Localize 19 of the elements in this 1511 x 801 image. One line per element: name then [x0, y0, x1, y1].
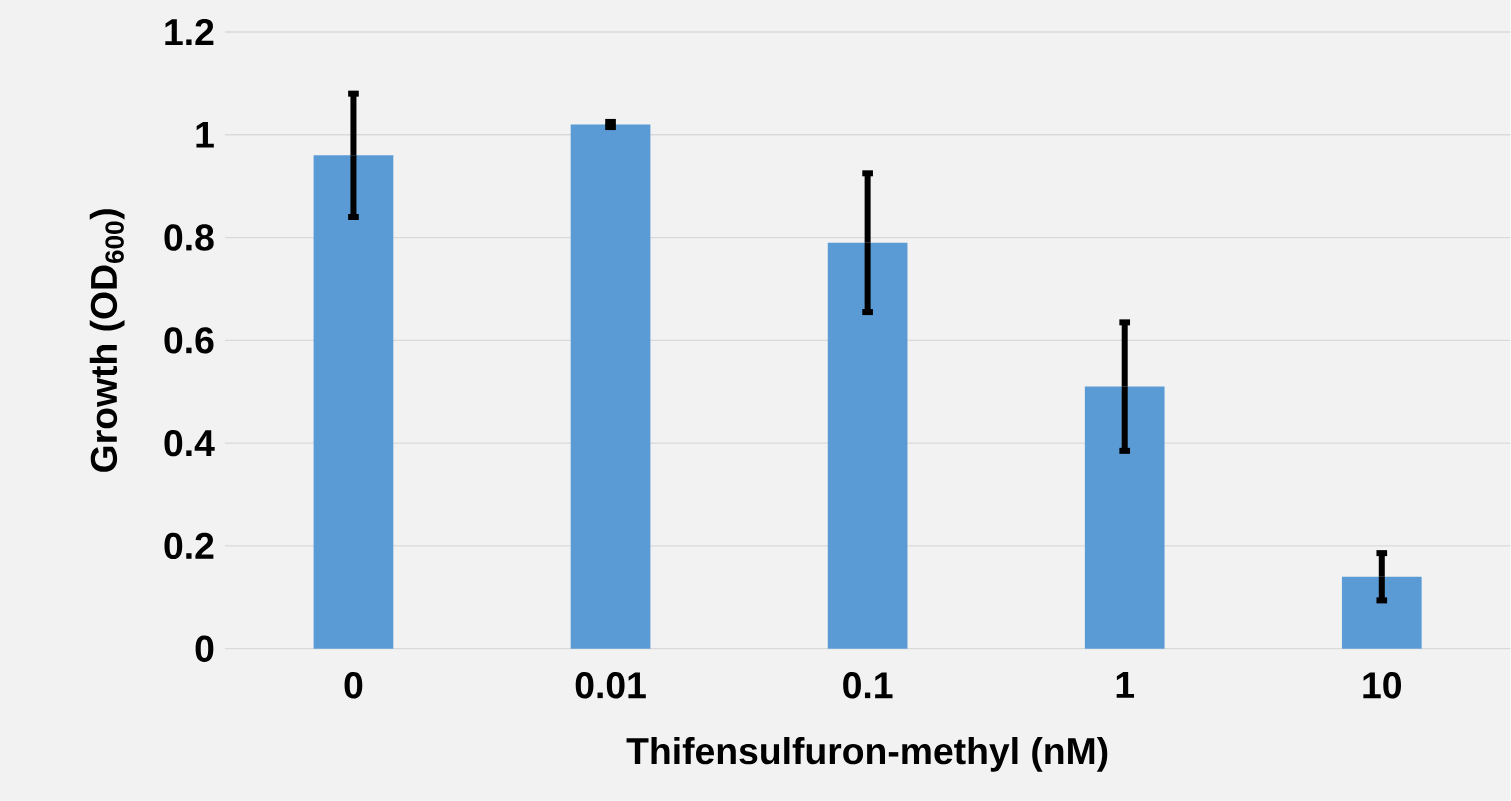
x-tick-label: 0.01	[575, 672, 646, 699]
y-tick-label: 0.4	[164, 430, 215, 457]
y-tick-label: 0	[195, 635, 214, 663]
x-tick-label: 0.1	[843, 672, 893, 699]
y-tick-label: 0.2	[164, 532, 214, 560]
x-tick-label: 10	[1363, 672, 1402, 699]
y-tick-label: 1.2	[165, 19, 214, 46]
y-tick-label: 1	[196, 122, 214, 148]
bar	[1084, 386, 1165, 649]
x-axis-title: Thifensulfuron-methyl (nM)	[626, 737, 1108, 772]
x-tick-label: 0	[344, 672, 363, 699]
y-tick-label: 0.6	[164, 327, 214, 354]
bar	[313, 155, 394, 649]
bar	[1341, 576, 1422, 649]
bar	[827, 242, 908, 649]
y-tick-label: 0.8	[164, 224, 214, 251]
y-axis-title: Growth (OD$_{600}$)	[89, 209, 125, 473]
x-tick-label: 1	[1116, 672, 1135, 698]
bar	[570, 124, 651, 649]
